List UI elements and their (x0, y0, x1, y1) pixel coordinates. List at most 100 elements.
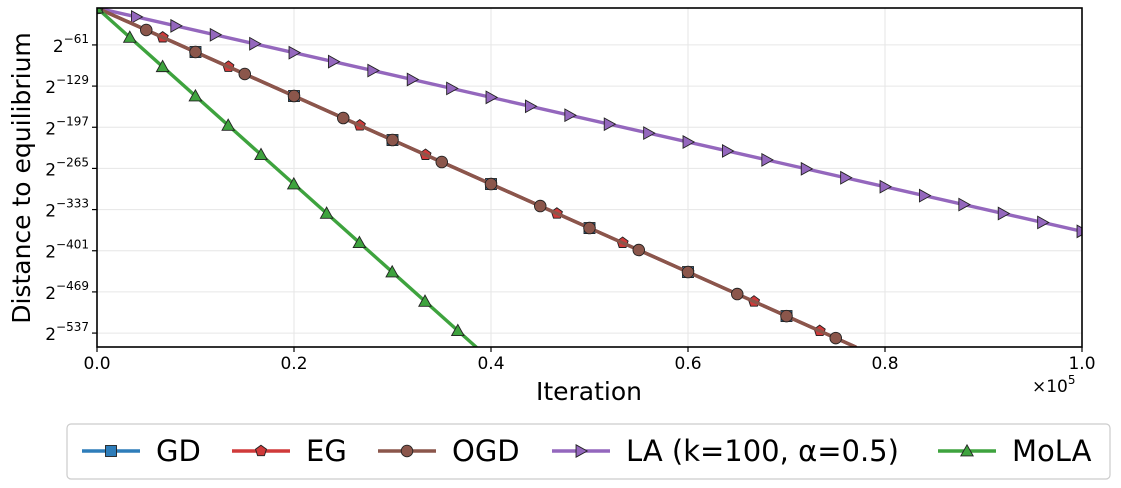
data-point (385, 264, 400, 278)
data-point (254, 147, 268, 161)
data-point (188, 88, 203, 102)
series-ogd (97, 8, 858, 347)
plot-frame (96, 7, 1083, 348)
data-point (918, 188, 932, 203)
y-axis-title: Distance to equilibrium (7, 32, 36, 324)
legend-entry-la-k-100-0-5: LA (k=100, α=0.5) (552, 434, 899, 468)
y-tick-exponent: −537 (56, 320, 89, 334)
data-point (327, 54, 341, 69)
y-tick-label: 2−61 (53, 32, 89, 57)
data-point (643, 126, 656, 141)
data-point (829, 331, 843, 345)
data-point (249, 36, 262, 51)
data-point (524, 99, 538, 114)
data-point (958, 197, 971, 212)
x-axis-scale-base: ×10 (1032, 377, 1068, 397)
data-point (418, 294, 432, 307)
data-point (603, 117, 617, 132)
data-point (564, 108, 577, 123)
data-point (435, 155, 449, 169)
data-point (879, 179, 893, 194)
y-tick-exponent: −469 (56, 279, 89, 293)
y-tick-exponent: −401 (56, 238, 89, 252)
series-line (97, 8, 858, 347)
y-tick-label: 2−197 (45, 114, 89, 139)
legend-label: LA (k=100, α=0.5) (626, 434, 899, 468)
legend-swatch-marker (400, 444, 414, 458)
y-tick-label: 2−333 (45, 197, 89, 222)
data-point (1076, 224, 1082, 239)
y-tick-label: 2−401 (45, 238, 89, 263)
data-point (238, 67, 251, 81)
series-la-k-100-0-5 (97, 8, 1082, 239)
legend-swatch-marker (105, 445, 117, 457)
data-point (406, 72, 420, 87)
legend-swatch-marker (960, 443, 974, 457)
y-tick-exponent: −129 (56, 73, 89, 87)
data-point (352, 235, 367, 249)
x-tick-label: 0.0 (83, 354, 110, 374)
legend-swatch-marker (575, 444, 589, 458)
data-point (780, 309, 793, 323)
legend-label: EG (306, 434, 347, 468)
data-point (97, 8, 104, 14)
legend-label: GD (156, 434, 201, 468)
data-point (367, 63, 380, 78)
x-tick-label: 0.2 (280, 354, 307, 374)
y-tick-label: 2−129 (45, 73, 89, 98)
data-point (485, 90, 499, 105)
x-tick-label: 0.8 (871, 354, 898, 374)
data-point (209, 27, 223, 42)
series-line (97, 8, 1082, 234)
legend-entry-mola: MoLA (938, 434, 1092, 468)
y-tick-base: 2 (45, 325, 56, 345)
data-point (286, 176, 301, 190)
legend-label: MoLA (1012, 434, 1092, 468)
x-tick-label: 0.6 (674, 354, 701, 374)
legend-label: OGD (452, 434, 520, 468)
series-mola (97, 8, 478, 347)
y-tick-exponent: −197 (56, 114, 89, 128)
y-tick-base: 2 (45, 202, 56, 222)
x-axis-scale-factor: ×105 (1032, 373, 1076, 397)
legend-entry-ogd: OGD (378, 434, 520, 468)
data-point (721, 143, 735, 158)
legend-swatch-marker (254, 444, 268, 457)
data-point (139, 23, 153, 37)
data-point (1037, 215, 1050, 230)
data-point (155, 59, 170, 73)
data-point (450, 323, 465, 337)
y-tick-label: 2−537 (45, 320, 89, 345)
x-tick-label: 0.4 (477, 354, 504, 374)
data-point (840, 170, 853, 185)
data-point (997, 206, 1011, 221)
y-tick-exponent: −61 (64, 32, 89, 46)
data-point (583, 221, 596, 235)
grid (96, 8, 1083, 347)
legend: GD EG OGD LA (k=100, α=0.5) MoLA (66, 423, 1111, 480)
data-point (446, 81, 459, 96)
data-point (287, 89, 301, 103)
y-tick-label: 2−265 (45, 155, 89, 180)
data-point (189, 45, 202, 59)
x-axis-title: Iteration (536, 377, 642, 406)
data-point (534, 199, 547, 213)
y-tick-base: 2 (45, 243, 56, 263)
data-point (632, 243, 646, 257)
data-point (682, 135, 696, 149)
x-axis: 0.0 0.2 0.4 0.6 0.8 1.0 (83, 347, 1096, 374)
y-tick-exponent: −333 (56, 197, 89, 211)
series-line (97, 8, 478, 347)
y-tick-base: 2 (45, 78, 56, 98)
x-tick-label: 1.0 (1068, 354, 1095, 374)
data-point (337, 111, 350, 125)
data-point (288, 45, 302, 60)
series-layer (97, 8, 1082, 347)
y-tick-exponent: −265 (56, 155, 89, 169)
data-point (800, 161, 814, 176)
data-point (122, 30, 137, 43)
legend-entry-gd: GD (82, 434, 201, 468)
data-point (319, 206, 334, 219)
